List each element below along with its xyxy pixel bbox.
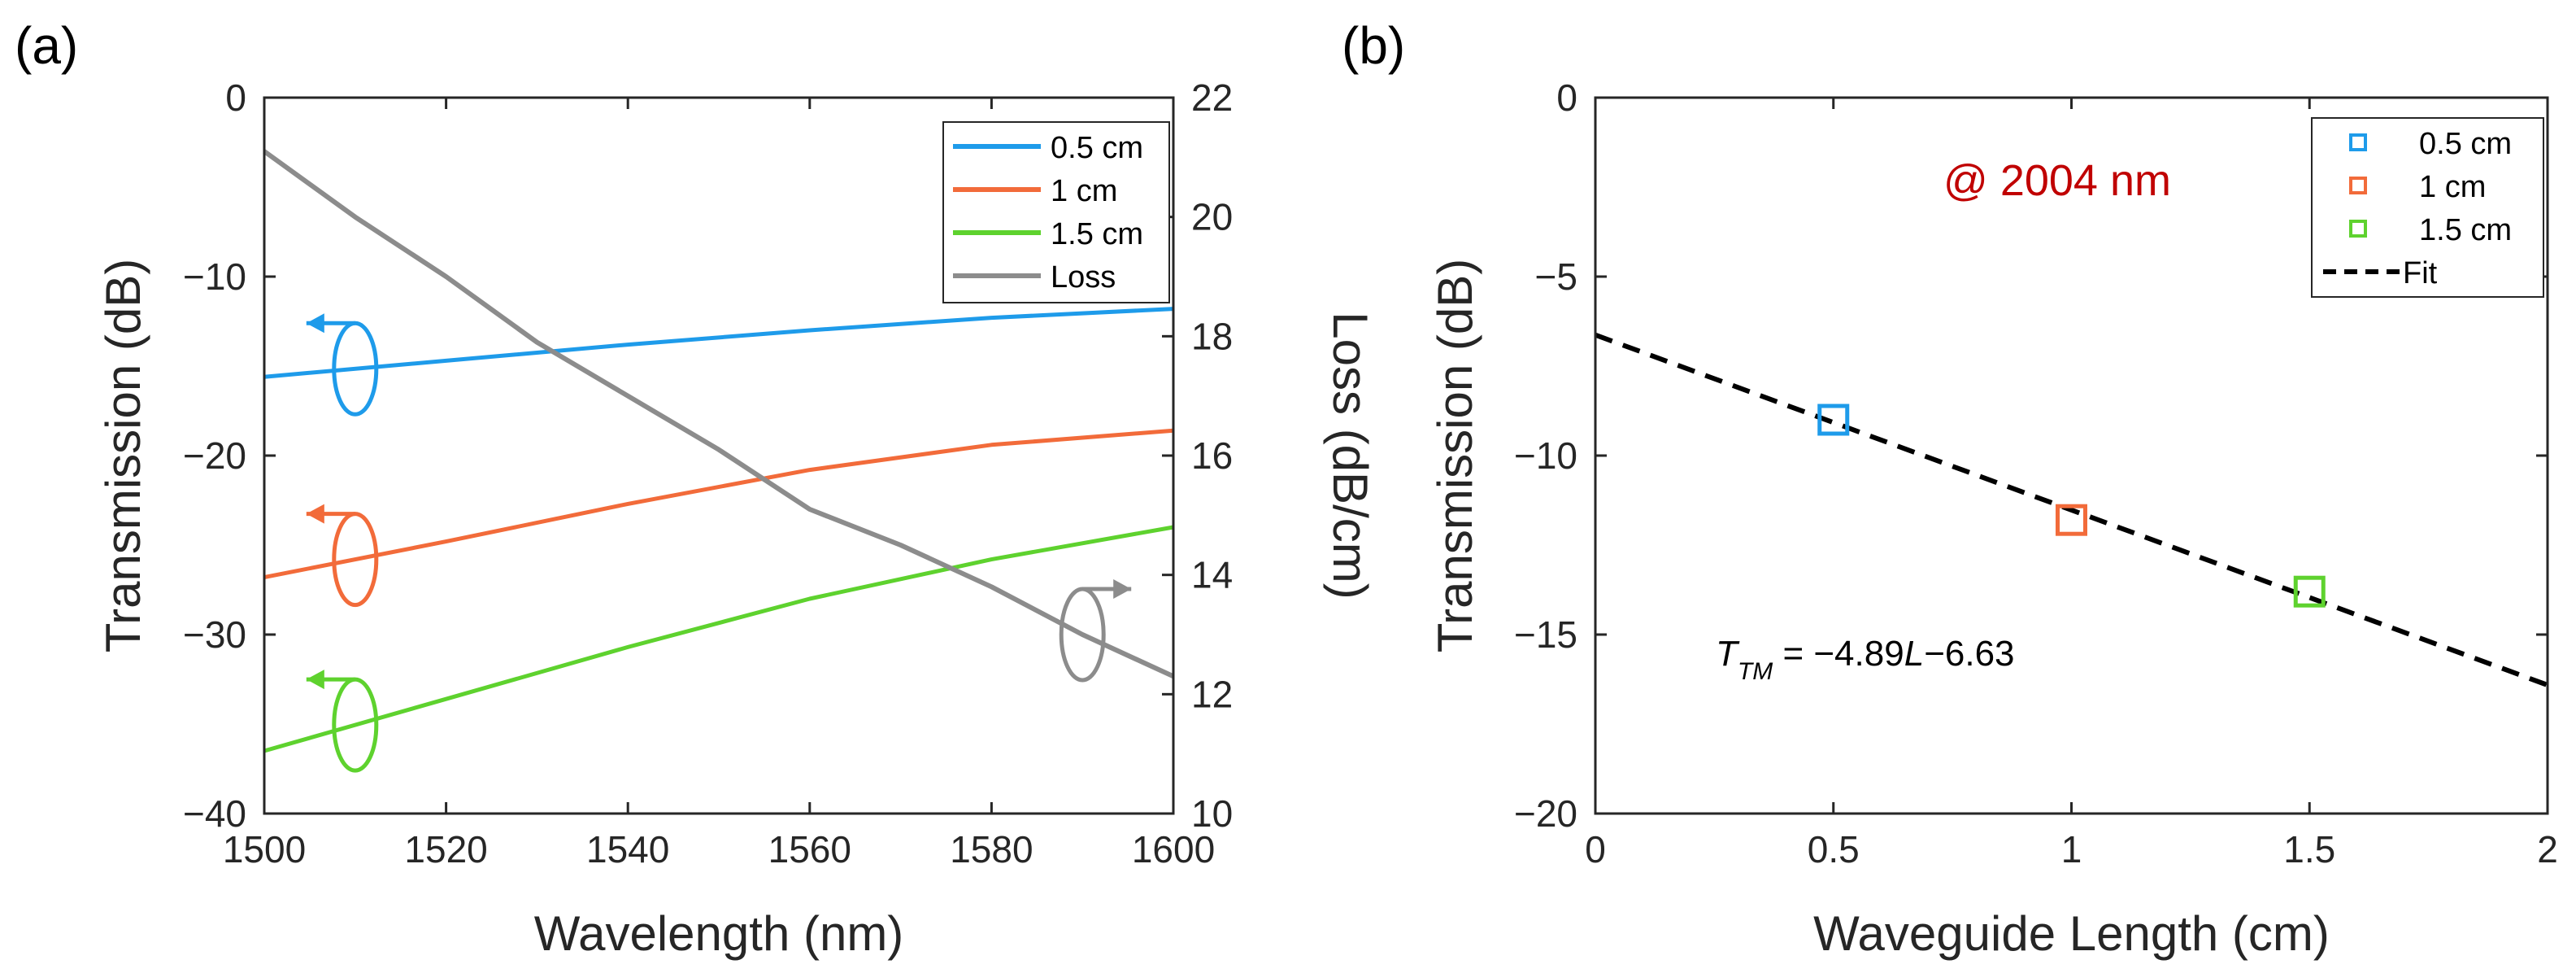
data-point-1_5-cm (2293, 575, 2326, 608)
series-line-Loss (263, 149, 1175, 679)
legend-swatch (2349, 220, 2367, 238)
panel-a-axis-indicators (306, 313, 1132, 773)
data-point-1-cm (2056, 504, 2087, 536)
eq-rest2: −6.63 (1924, 634, 2014, 674)
series-line-1-cm (263, 428, 1174, 580)
panel-a-legend: 0.5 cm 1 cm 1.5 cm Loss (942, 121, 1170, 303)
axis-indicator-arrowhead (1113, 579, 1132, 599)
x-tick-label: 1.5 (2283, 828, 2335, 870)
eq-t: T (1716, 634, 1740, 674)
series-line-1_5-cm (263, 525, 1174, 753)
panel-b-fit-equation: TTM = −4.89L−6.63 (1716, 634, 2015, 685)
x-tick-label: 1500 (223, 828, 306, 870)
legend-swatch (2349, 177, 2367, 194)
legend-swatch (2349, 133, 2367, 151)
y-tick-label: −5 (1535, 255, 1577, 298)
panel-b-wavelength-annotation: @ 2004 nm (1943, 156, 2171, 205)
y-tick-label: −20 (183, 434, 246, 477)
panel-b-x-axis-label: Waveguide Length (cm) (1813, 906, 2330, 961)
panel-b-legend: 0.5 cm 1 cm 1.5 cm Fit (2311, 117, 2544, 298)
y-tick-label: 0 (225, 76, 246, 119)
y-tick-label: −10 (1514, 434, 1577, 477)
x-tick-label: 0.5 (1808, 828, 1860, 870)
y2-tick-label: 12 (1191, 673, 1233, 715)
legend-label: Fit (2403, 256, 2438, 290)
y2-tick-label: 20 (1191, 196, 1233, 238)
x-tick-label: 1540 (586, 828, 669, 870)
y2-tick-label: 16 (1191, 434, 1233, 477)
panel-b-label: (b) (1342, 16, 1405, 75)
x-tick-label: 1580 (950, 828, 1033, 870)
legend-label: 0.5 cm (1051, 131, 1143, 165)
x-tick-label: 1560 (768, 828, 851, 870)
y-tick-label: −15 (1514, 613, 1577, 656)
panel-b-y-axis-label: Transmission (dB) (1428, 259, 1482, 653)
y2-tick-label: 18 (1191, 315, 1233, 357)
y2-tick-label: 22 (1191, 76, 1233, 119)
y-tick-label: −30 (183, 613, 246, 656)
legend-box (942, 121, 1170, 303)
axis-indicator-arrowhead (306, 670, 324, 690)
panel-b-series (1594, 332, 2549, 687)
data-point-0_5-cm (1817, 404, 1850, 436)
x-tick-label: 1520 (404, 828, 487, 870)
y-tick-label: −40 (183, 792, 246, 835)
y2-tick-label: 10 (1191, 792, 1233, 835)
x-tick-label: 2 (2537, 828, 2558, 870)
axis-indicator-arrowhead (306, 504, 324, 524)
panel-a-axes-box (263, 96, 1175, 815)
x-tick-label: 1 (2061, 828, 2082, 870)
x-tick-label: 0 (1585, 828, 1606, 870)
series-line-0_5-cm (263, 307, 1174, 379)
legend-label: 1.5 cm (2419, 213, 2512, 247)
y-tick-label: −20 (1514, 792, 1577, 835)
panel-a-y2-axis-label: Loss (dB/cm) (1323, 312, 1377, 599)
legend-label: 0.5 cm (2419, 127, 2512, 161)
legend-label: 1 cm (2419, 170, 2486, 204)
y-tick-label: 0 (1556, 76, 1577, 119)
legend-label: Loss (1051, 260, 1116, 295)
panel-a-ticks: 1500 1520 1540 1560 1580 1600 0 −10 −20 −30 −40 22 2… (183, 76, 1233, 870)
y-tick-label: −10 (183, 255, 246, 298)
panel-a-label: (a) (15, 16, 78, 75)
panel-a-x-axis-label: Wavelength (nm) (534, 906, 904, 961)
panel-a-y-axis-label: Transmission (dB) (96, 259, 150, 653)
y2-tick-label: 14 (1191, 554, 1233, 596)
x-tick-label: 1600 (1132, 828, 1215, 870)
panel-b-ticks: 0 0.5 1 1.5 2 0 −5 −10 −15 −20 (1514, 76, 2558, 870)
panel-a: (a) 1500 1520 1540 1560 1580 1600 0 −10 −20 −30 −4… (15, 16, 1377, 961)
axis-indicator-arrowhead (306, 313, 324, 334)
legend-label: 1 cm (1051, 174, 1117, 208)
fit-line (1594, 332, 2549, 687)
panel-b: (b) 0 0.5 1 1.5 2 0 −5 −10 −15 −20 Waveguide Leng… (1342, 16, 2558, 961)
panel-b-axes-box (1594, 96, 2549, 815)
legend-label: 1.5 cm (1051, 217, 1143, 251)
eq-rest1: = −4.89 (1773, 634, 1904, 674)
eq-l: L (1904, 634, 1924, 674)
eq-sub: TM (1738, 658, 1773, 685)
panel-a-series (263, 149, 1175, 753)
